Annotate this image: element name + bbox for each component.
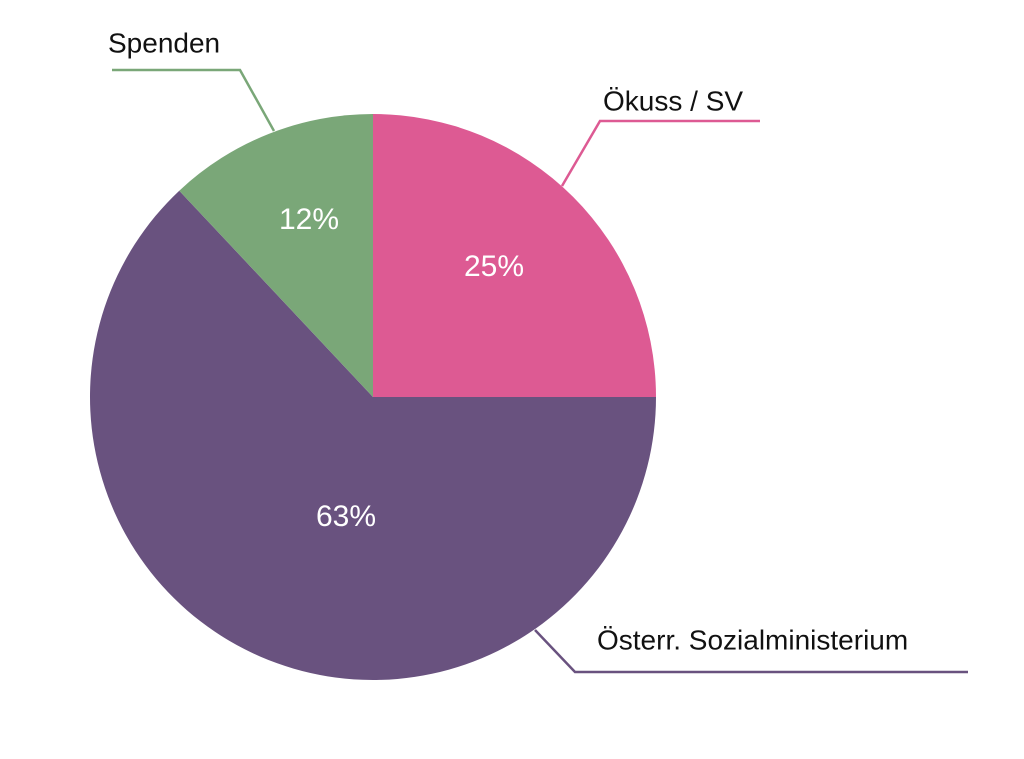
leader-line-sterr-sozialministerium bbox=[534, 629, 968, 674]
pie-slice-sterr-sozialministerium bbox=[90, 190, 657, 680]
slice-value-label-okuss-sv: 25% bbox=[464, 250, 524, 283]
pie-slices bbox=[90, 114, 657, 680]
callout-label-sozialministerium: Österr. Sozialministerium bbox=[597, 624, 908, 655]
leader-line-spenden bbox=[112, 68, 276, 132]
callout-label-spenden: Spenden bbox=[108, 27, 220, 58]
pie-slice-kuss-sv bbox=[373, 114, 656, 397]
leader-line-kuss-sv bbox=[560, 119, 760, 187]
slice-value-label-sozialministerium: 63% bbox=[316, 500, 376, 533]
pie-slice-spenden bbox=[179, 114, 373, 397]
leader-lines bbox=[112, 68, 968, 674]
slice-value-label-spenden: 12% bbox=[279, 203, 339, 236]
callout-label-okuss-sv: Ökuss / SV bbox=[603, 85, 743, 116]
